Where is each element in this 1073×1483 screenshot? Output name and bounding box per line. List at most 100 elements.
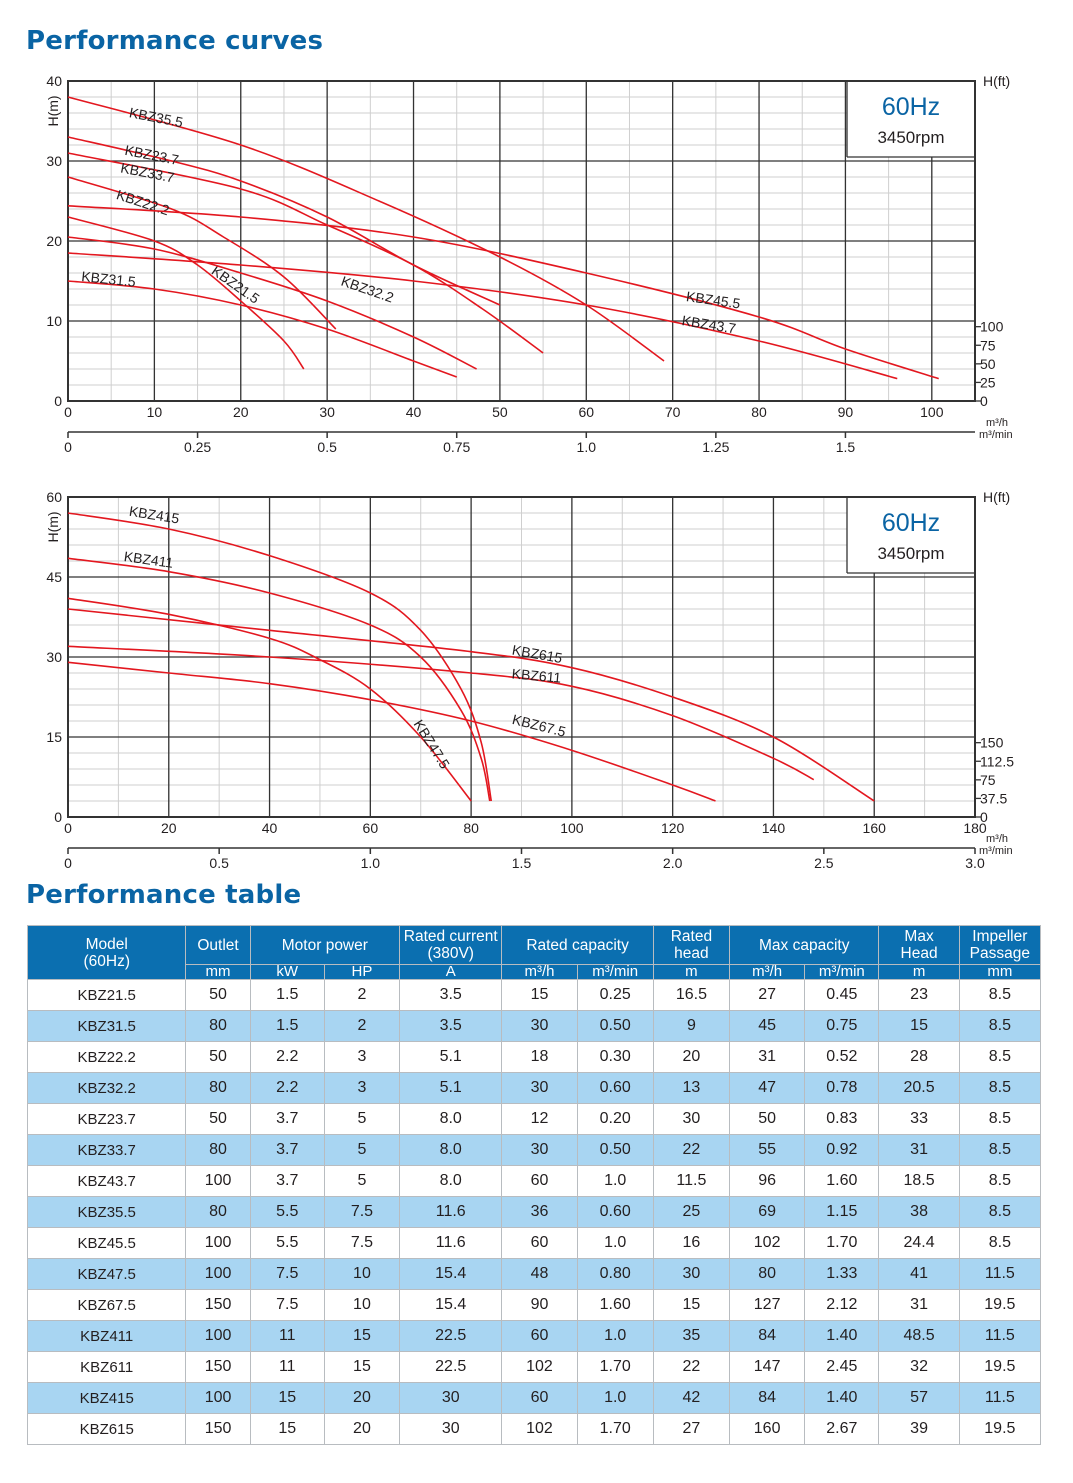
header-rated-capacity: Rated capacity — [501, 925, 654, 965]
value-cell: 15.4 — [399, 1258, 503, 1290]
model-cell: KBZ35.5 — [26, 1196, 187, 1228]
value-cell: 36 — [501, 1196, 578, 1228]
header-unit: m³/min — [576, 964, 654, 980]
value-cell: 7.5 — [323, 1196, 401, 1228]
value-cell: 47 — [729, 1072, 806, 1104]
header-max-capacity: Max capacity — [729, 925, 880, 965]
header-max-head: Max Head — [878, 925, 960, 965]
plot-frame — [67, 80, 976, 402]
value-cell: 28 — [878, 1041, 960, 1073]
plot-frame — [67, 496, 976, 818]
model-cell: KBZ45.5 — [26, 1227, 187, 1259]
secondary-x-tick-label: 0.5 — [209, 855, 229, 871]
value-cell: 22 — [652, 1134, 731, 1166]
header-unit: m³/h — [729, 964, 806, 980]
value-cell: 10 — [323, 1289, 401, 1321]
value-cell: 60 — [501, 1382, 578, 1414]
table-row: KBZ35.5 80 5.5 7.5 11.6 36 0.60 25 69 1.15 38 8.5 — [26, 1196, 1042, 1228]
value-cell: 102 — [501, 1413, 578, 1445]
curve-label: KBZ43.7 — [681, 312, 738, 336]
value-cell: 8.0 — [399, 1165, 503, 1197]
value-cell: 27 — [652, 1413, 731, 1445]
value-cell: 22.5 — [399, 1351, 503, 1383]
value-cell: 8.5 — [958, 1103, 1042, 1135]
x-tick-label: 100 — [920, 404, 944, 420]
value-cell: 15 — [323, 1320, 401, 1352]
header-rated-current: Rated current (380V) — [399, 925, 503, 965]
x-tick-label: 20 — [161, 820, 177, 836]
secondary-x-tick-label: 2.0 — [663, 855, 683, 871]
value-cell: 84 — [729, 1382, 806, 1414]
value-cell: 8.5 — [958, 1041, 1042, 1073]
value-cell: 11.5 — [958, 1258, 1042, 1290]
value-cell: 30 — [501, 1010, 578, 1042]
curve-kbz411 — [67, 557, 491, 802]
x-tick-label: 40 — [262, 820, 278, 836]
y-right-axis-label: H(ft) — [983, 73, 1010, 89]
value-cell: 11 — [249, 1351, 325, 1383]
value-cell: 18.5 — [878, 1165, 960, 1197]
performance-chart-large: 60Hz 3450rpm 0 15 30 45 60 H(m) 0 37.5 75 112.5 150 H… — [45, 489, 1014, 871]
value-cell: 15 — [501, 979, 578, 1011]
curve-label: KBZ411 — [123, 548, 175, 571]
value-cell: 1.0 — [576, 1227, 654, 1259]
secondary-x-tick-label: 0.75 — [443, 439, 470, 455]
table-row: KBZ67.5 150 7.5 10 15.4 90 1.60 15 127 2.12 31 19.5 — [26, 1289, 1042, 1321]
y-tick-label: 60 — [46, 489, 62, 505]
curve-label: KBZ45.5 — [685, 288, 741, 311]
value-cell: 8.5 — [958, 1227, 1042, 1259]
model-cell: KBZ67.5 — [26, 1289, 187, 1321]
curve-kbz47-5 — [67, 597, 472, 802]
value-cell: 1.70 — [804, 1227, 880, 1259]
value-cell: 0.52 — [804, 1041, 880, 1073]
value-cell: 30 — [399, 1382, 503, 1414]
table-row: KBZ615 150 15 20 30 102 1.70 27 160 2.67 39 19.5 — [26, 1413, 1042, 1445]
value-cell: 84 — [729, 1320, 806, 1352]
value-cell: 1.33 — [804, 1258, 880, 1290]
table-row: KBZ611 150 11 15 22.5 102 1.70 22 147 2.45 32 19.5 — [26, 1351, 1042, 1383]
x-tick-label: 20 — [233, 404, 249, 420]
curve-kbz21-5 — [67, 216, 305, 370]
x-tick-label: 80 — [751, 404, 767, 420]
model-cell: KBZ611 — [26, 1351, 187, 1383]
value-cell: 11 — [249, 1320, 325, 1352]
value-cell: 30 — [501, 1072, 578, 1104]
y-tick-label: 10 — [46, 313, 62, 329]
value-cell: 45 — [729, 1010, 806, 1042]
table-row: KBZ21.5 50 1.5 2 3.5 15 0.25 16.5 27 0.45 23 8.5 — [26, 979, 1042, 1011]
model-cell: KBZ415 — [26, 1382, 187, 1414]
value-cell: 0.25 — [576, 979, 654, 1011]
value-cell: 42 — [652, 1382, 731, 1414]
value-cell: 0.83 — [804, 1103, 880, 1135]
value-cell: 0.45 — [804, 979, 880, 1011]
value-cell: 38 — [878, 1196, 960, 1228]
value-cell: 15 — [249, 1382, 325, 1414]
value-cell: 5.1 — [399, 1041, 503, 1073]
header-unit: A — [399, 964, 503, 980]
value-cell: 127 — [729, 1289, 806, 1321]
performance-chart-small: 60Hz3450rpm010203040H(m)0255075100H(ft)0… — [45, 73, 1013, 455]
curve-kbz32-2 — [67, 236, 477, 370]
value-cell: 96 — [729, 1165, 806, 1197]
value-cell: 20 — [323, 1413, 401, 1445]
value-cell: 60 — [501, 1227, 578, 1259]
curve-label: KBZ47.5 — [411, 717, 454, 772]
value-cell: 5.5 — [249, 1196, 325, 1228]
table-row: KBZ31.5 80 1.5 2 3.5 30 0.50 9 45 0.75 15 8.5 — [26, 1010, 1042, 1042]
y-right-tick-label: 25 — [980, 374, 996, 390]
y-tick-label: 0 — [54, 393, 62, 409]
secondary-x-tick-label: 1.5 — [836, 439, 856, 455]
y-tick-label: 30 — [46, 649, 62, 665]
table-row: KBZ47.5 100 7.5 10 15.4 48 0.80 30 80 1.33 41 11.5 — [26, 1258, 1042, 1290]
value-cell: 100 — [185, 1258, 251, 1290]
curve-kbz22-2 — [67, 176, 337, 330]
value-cell: 0.50 — [576, 1134, 654, 1166]
y-tick-label: 45 — [46, 569, 62, 585]
value-cell: 20 — [323, 1382, 401, 1414]
value-cell: 150 — [185, 1413, 251, 1445]
secondary-x-tick-label: 0 — [64, 855, 72, 871]
y-right-tick-label: 37.5 — [980, 790, 1007, 806]
value-cell: 150 — [185, 1289, 251, 1321]
model-cell: KBZ23.7 — [26, 1103, 187, 1135]
